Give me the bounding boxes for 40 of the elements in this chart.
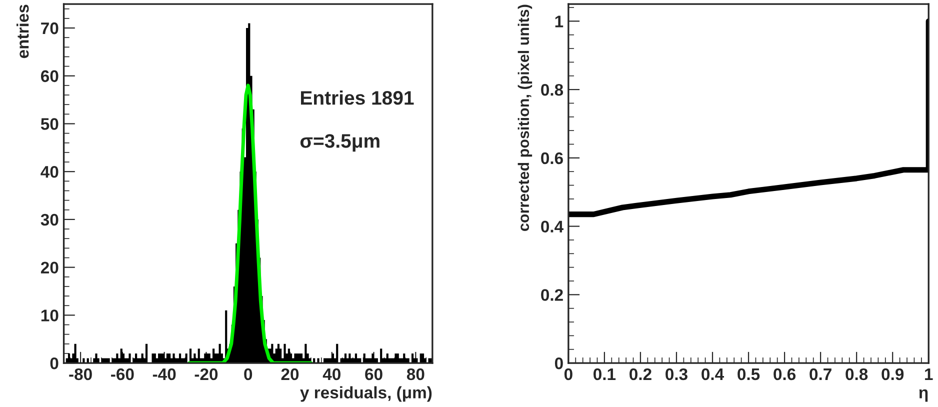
x-axis-title: η — [919, 389, 928, 402]
x-tick-label: 0.1 — [594, 368, 616, 380]
y-tick-label: 0.6 — [541, 152, 563, 164]
y-tick-label: 0.4 — [541, 220, 564, 232]
x-tick-label: 0.8 — [846, 368, 868, 380]
annotation: Entries 1891 — [301, 90, 414, 105]
x-tick-label: 0.7 — [810, 368, 832, 380]
x-tick-label: 0.9 — [882, 368, 904, 380]
y-tick-label: 10 — [41, 310, 58, 322]
x-tick-label: 60 — [365, 368, 382, 380]
y-axis-title: entries — [16, 4, 29, 58]
y-tick-label: 70 — [41, 22, 58, 34]
x-tick-label: -80 — [69, 368, 92, 380]
x-tick-label: 0 — [244, 368, 252, 380]
x-tick-label: 1 — [925, 368, 933, 380]
annotation: σ=3.5μm — [300, 134, 380, 152]
y-tick-label: 0.8 — [541, 84, 564, 96]
y-tick-label: 0 — [554, 357, 563, 370]
y-tick-label: 1 — [555, 16, 564, 28]
y-axis-title: corrected position, (pixel units) — [518, 4, 532, 231]
y-tick-label: 0.2 — [541, 289, 563, 301]
x-tick-label: 0.2 — [630, 368, 652, 380]
x-tick-label: 0 — [564, 368, 572, 380]
x-tick-label: -20 — [194, 368, 218, 380]
y-tick-label: 30 — [40, 214, 58, 226]
x-tick-label: 0.6 — [774, 368, 796, 380]
x-tick-label: 0.3 — [666, 368, 688, 380]
x-tick-label: -60 — [111, 368, 134, 380]
y-tick-label: 50 — [40, 118, 58, 130]
x-tick-label: 20 — [281, 368, 299, 380]
y-tick-label: 0 — [50, 357, 58, 370]
x-axis-title: y residuals, (μm) — [300, 386, 432, 402]
y-tick-label: 20 — [40, 262, 58, 274]
x-tick-label: 0.4 — [702, 368, 724, 380]
x-tick-label: 40 — [322, 368, 340, 380]
x-tick-label: -40 — [152, 368, 176, 380]
y-tick-label: 40 — [40, 166, 58, 178]
y-tick-label: 60 — [40, 70, 58, 82]
x-tick-label: 0.5 — [738, 368, 760, 380]
x-tick-label: 80 — [406, 368, 424, 380]
